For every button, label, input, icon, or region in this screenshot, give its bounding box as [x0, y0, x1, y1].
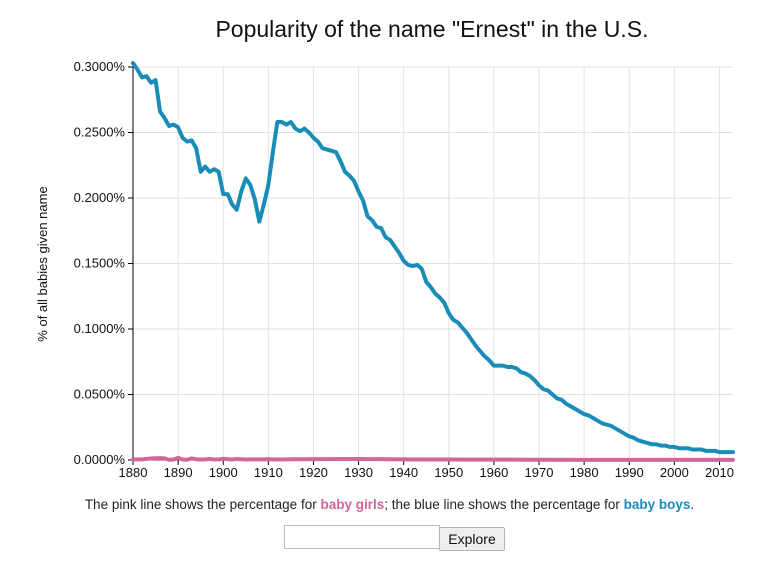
- x-tick-label: 1890: [164, 465, 193, 480]
- caption-prefix: The pink line shows the percentage for: [84, 497, 321, 512]
- y-tick-label: 0.2000%: [74, 190, 126, 205]
- y-tick-label: 0.1000%: [74, 321, 126, 336]
- x-tick-label: 1940: [389, 465, 418, 480]
- caption-suffix: .: [690, 497, 695, 512]
- x-tick-label: 1910: [254, 465, 283, 480]
- explore-button[interactable]: Explore: [439, 527, 505, 551]
- chart-caption: The pink line shows the percentage for b…: [0, 497, 779, 512]
- line-chart: 0.0000% 0.0500% 0.1000% 0.1500% 0.2000% 0.250…: [35, 59, 735, 480]
- series-line-baby-girls: [131, 455, 735, 462]
- baby-boys-label: baby boys: [623, 497, 691, 512]
- caption-middle: ; the blue line shows the percentage for: [384, 497, 624, 512]
- baby-girls-label: baby girls: [320, 497, 385, 512]
- series-line-baby-boys: [131, 61, 735, 455]
- x-tick-label: 1900: [209, 465, 238, 480]
- series-lines: [131, 61, 735, 462]
- x-tick-label: 1960: [479, 465, 508, 480]
- axes: [128, 66, 733, 465]
- gridlines: [133, 66, 733, 460]
- x-tick-label: 1970: [525, 465, 554, 480]
- y-tick-label: 0.0500%: [74, 387, 126, 402]
- x-tick-label: 2000: [660, 465, 689, 480]
- x-tick-label: 1980: [570, 465, 599, 480]
- x-tick-label: 1930: [344, 465, 373, 480]
- x-tick-label: 1950: [434, 465, 463, 480]
- y-tick-label: 0.3000%: [74, 59, 126, 74]
- y-tick-label: 0.1500%: [74, 256, 126, 271]
- name-search-input[interactable]: [284, 525, 440, 549]
- y-tick-label: 0.0000%: [74, 452, 126, 467]
- y-tick-label: 0.2500%: [74, 125, 126, 140]
- x-tick-label: 2010: [705, 465, 734, 480]
- x-tick-label: 1880: [119, 465, 148, 480]
- x-tick-labels: 1880 1890 1900 1910 1920 1930 1940 1950 1960 1970…: [119, 465, 734, 480]
- x-tick-label: 1990: [615, 465, 644, 480]
- chart-title: Popularity of the name "Ernest" in the U…: [215, 16, 649, 42]
- y-axis-label: % of all babies given name: [35, 186, 50, 341]
- y-tick-labels: 0.0000% 0.0500% 0.1000% 0.1500% 0.2000% 0.250…: [74, 59, 126, 467]
- x-tick-label: 1920: [299, 465, 328, 480]
